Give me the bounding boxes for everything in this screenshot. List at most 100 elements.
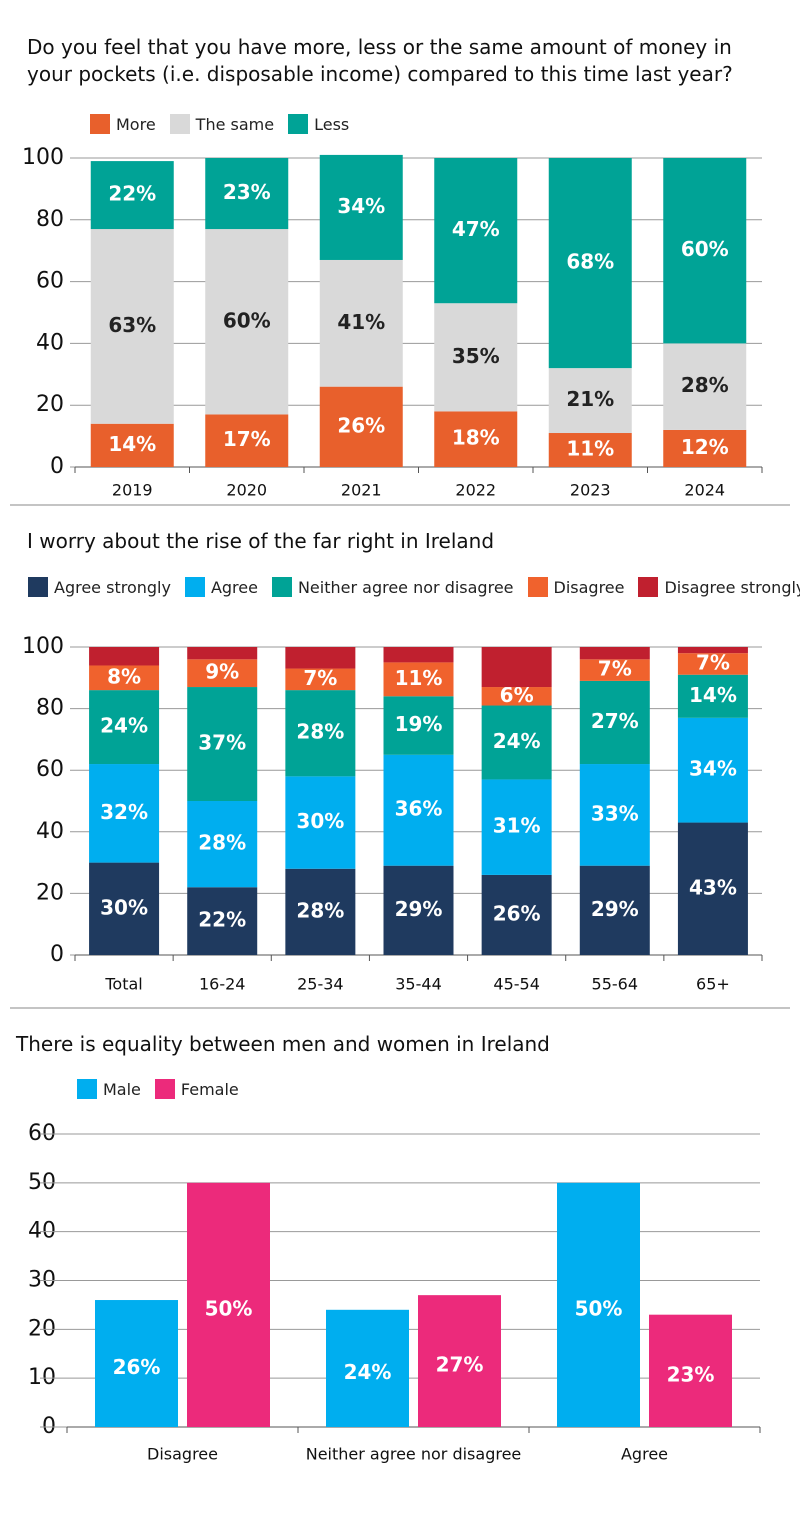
bar-segment xyxy=(579,647,650,660)
legend-item: More xyxy=(90,114,156,134)
bar-segment xyxy=(663,158,747,344)
value-label: 37% xyxy=(198,731,246,755)
y-tick-label: 60 xyxy=(36,269,64,294)
legend: Male Female xyxy=(77,1079,239,1099)
y-tick-label: 0 xyxy=(50,942,64,967)
value-label: 23% xyxy=(223,180,271,204)
value-label: 29% xyxy=(395,897,443,921)
value-label: 7% xyxy=(696,650,730,674)
value-label: 17% xyxy=(223,427,271,451)
y-tick-label: 20 xyxy=(36,392,64,417)
value-label: 28% xyxy=(296,898,344,922)
bar-segment xyxy=(90,161,174,230)
legend-item: Male xyxy=(77,1079,141,1099)
bar-segment xyxy=(205,229,289,415)
x-tick-label: 45-54 xyxy=(493,975,540,994)
value-label: 41% xyxy=(337,310,385,334)
bar-segment xyxy=(481,874,552,955)
value-label: 9% xyxy=(205,660,239,684)
bar-segment xyxy=(383,662,454,697)
x-tick-label: 2022 xyxy=(455,481,496,500)
bar-segment xyxy=(187,659,258,688)
bar xyxy=(557,1182,640,1427)
x-tick-label: 35-44 xyxy=(395,975,442,994)
value-label: 50% xyxy=(575,1296,623,1320)
legend-swatch xyxy=(28,577,48,597)
legend-label: Agree xyxy=(210,577,258,597)
legend: Agree strongly Agree Neither agree nor dis… xyxy=(28,577,800,597)
legend-item: Less xyxy=(288,114,349,134)
bar-segment xyxy=(481,687,552,706)
bar-segment xyxy=(383,647,454,663)
bar-segment xyxy=(481,779,552,875)
value-label: 28% xyxy=(198,831,246,855)
bar-segment xyxy=(677,717,748,823)
legend-item: Neither agree nor disagree xyxy=(271,577,514,597)
value-label: 33% xyxy=(591,801,639,825)
x-tick-label: 16-24 xyxy=(199,975,246,994)
bar-segment xyxy=(383,754,454,866)
x-tick-label: 25-34 xyxy=(297,975,344,994)
x-tick-label: 2023 xyxy=(570,481,611,500)
legend-item: Agree strongly xyxy=(28,577,171,597)
bar-segment xyxy=(205,414,289,467)
legend-label: Female xyxy=(180,1079,239,1099)
value-label: 30% xyxy=(296,809,344,833)
value-label: 60% xyxy=(681,237,729,261)
bar-segment xyxy=(663,343,747,430)
y-tick-label: 100 xyxy=(22,634,64,659)
x-tick-label: 2024 xyxy=(684,481,725,500)
legend-swatch xyxy=(288,114,309,134)
bar-segment xyxy=(89,665,160,691)
bar-segment xyxy=(89,647,160,666)
value-label: 28% xyxy=(296,720,344,744)
value-label: 11% xyxy=(395,666,443,690)
y-tick-label: 60 xyxy=(36,757,64,782)
bar-segment xyxy=(677,653,748,675)
legend-label: Neither agree nor disagree xyxy=(297,577,514,597)
value-label: 23% xyxy=(667,1362,715,1386)
value-label: 14% xyxy=(108,432,156,456)
bar-segment xyxy=(383,696,454,755)
bar-segment xyxy=(548,368,632,434)
x-tick-label: 65+ xyxy=(696,975,730,994)
chart-title: I worry about the rise of the far right … xyxy=(27,529,495,553)
legend: More The same Less xyxy=(90,114,349,134)
value-label: 22% xyxy=(198,908,246,932)
bar-segment xyxy=(187,687,258,801)
value-label: 35% xyxy=(452,344,500,368)
legend-swatch xyxy=(271,577,292,597)
bar-segment xyxy=(481,705,552,780)
value-label: 32% xyxy=(100,800,148,824)
value-label: 7% xyxy=(303,666,337,690)
bar-segment xyxy=(319,154,403,260)
bar-segment xyxy=(90,229,174,424)
value-label: 30% xyxy=(100,895,148,919)
bar-segment xyxy=(579,680,650,765)
bar xyxy=(95,1300,178,1427)
y-tick-label: 80 xyxy=(36,207,64,232)
value-label: 27% xyxy=(436,1353,484,1377)
bar-segment xyxy=(187,647,258,660)
value-label: 26% xyxy=(113,1355,161,1379)
value-label: 43% xyxy=(689,875,737,899)
value-label: 12% xyxy=(681,435,729,459)
value-label: 31% xyxy=(493,814,541,838)
bar-segment xyxy=(383,865,454,955)
bar-segment xyxy=(481,647,552,688)
bar-segment xyxy=(579,659,650,681)
bar-segment xyxy=(677,647,748,654)
legend-item: Disagree xyxy=(527,577,624,597)
value-label: 34% xyxy=(689,757,737,781)
bar-segment xyxy=(205,158,289,230)
bar-segment xyxy=(285,690,356,777)
chart-title: There is equality between men and women … xyxy=(16,1032,550,1056)
bar-segment xyxy=(90,423,174,467)
legend-swatch xyxy=(90,114,110,134)
value-label: 24% xyxy=(344,1360,392,1384)
y-tick-label: 40 xyxy=(36,330,64,355)
value-label: 50% xyxy=(205,1296,253,1320)
bar-segment xyxy=(285,868,356,955)
value-label: 60% xyxy=(223,308,271,332)
